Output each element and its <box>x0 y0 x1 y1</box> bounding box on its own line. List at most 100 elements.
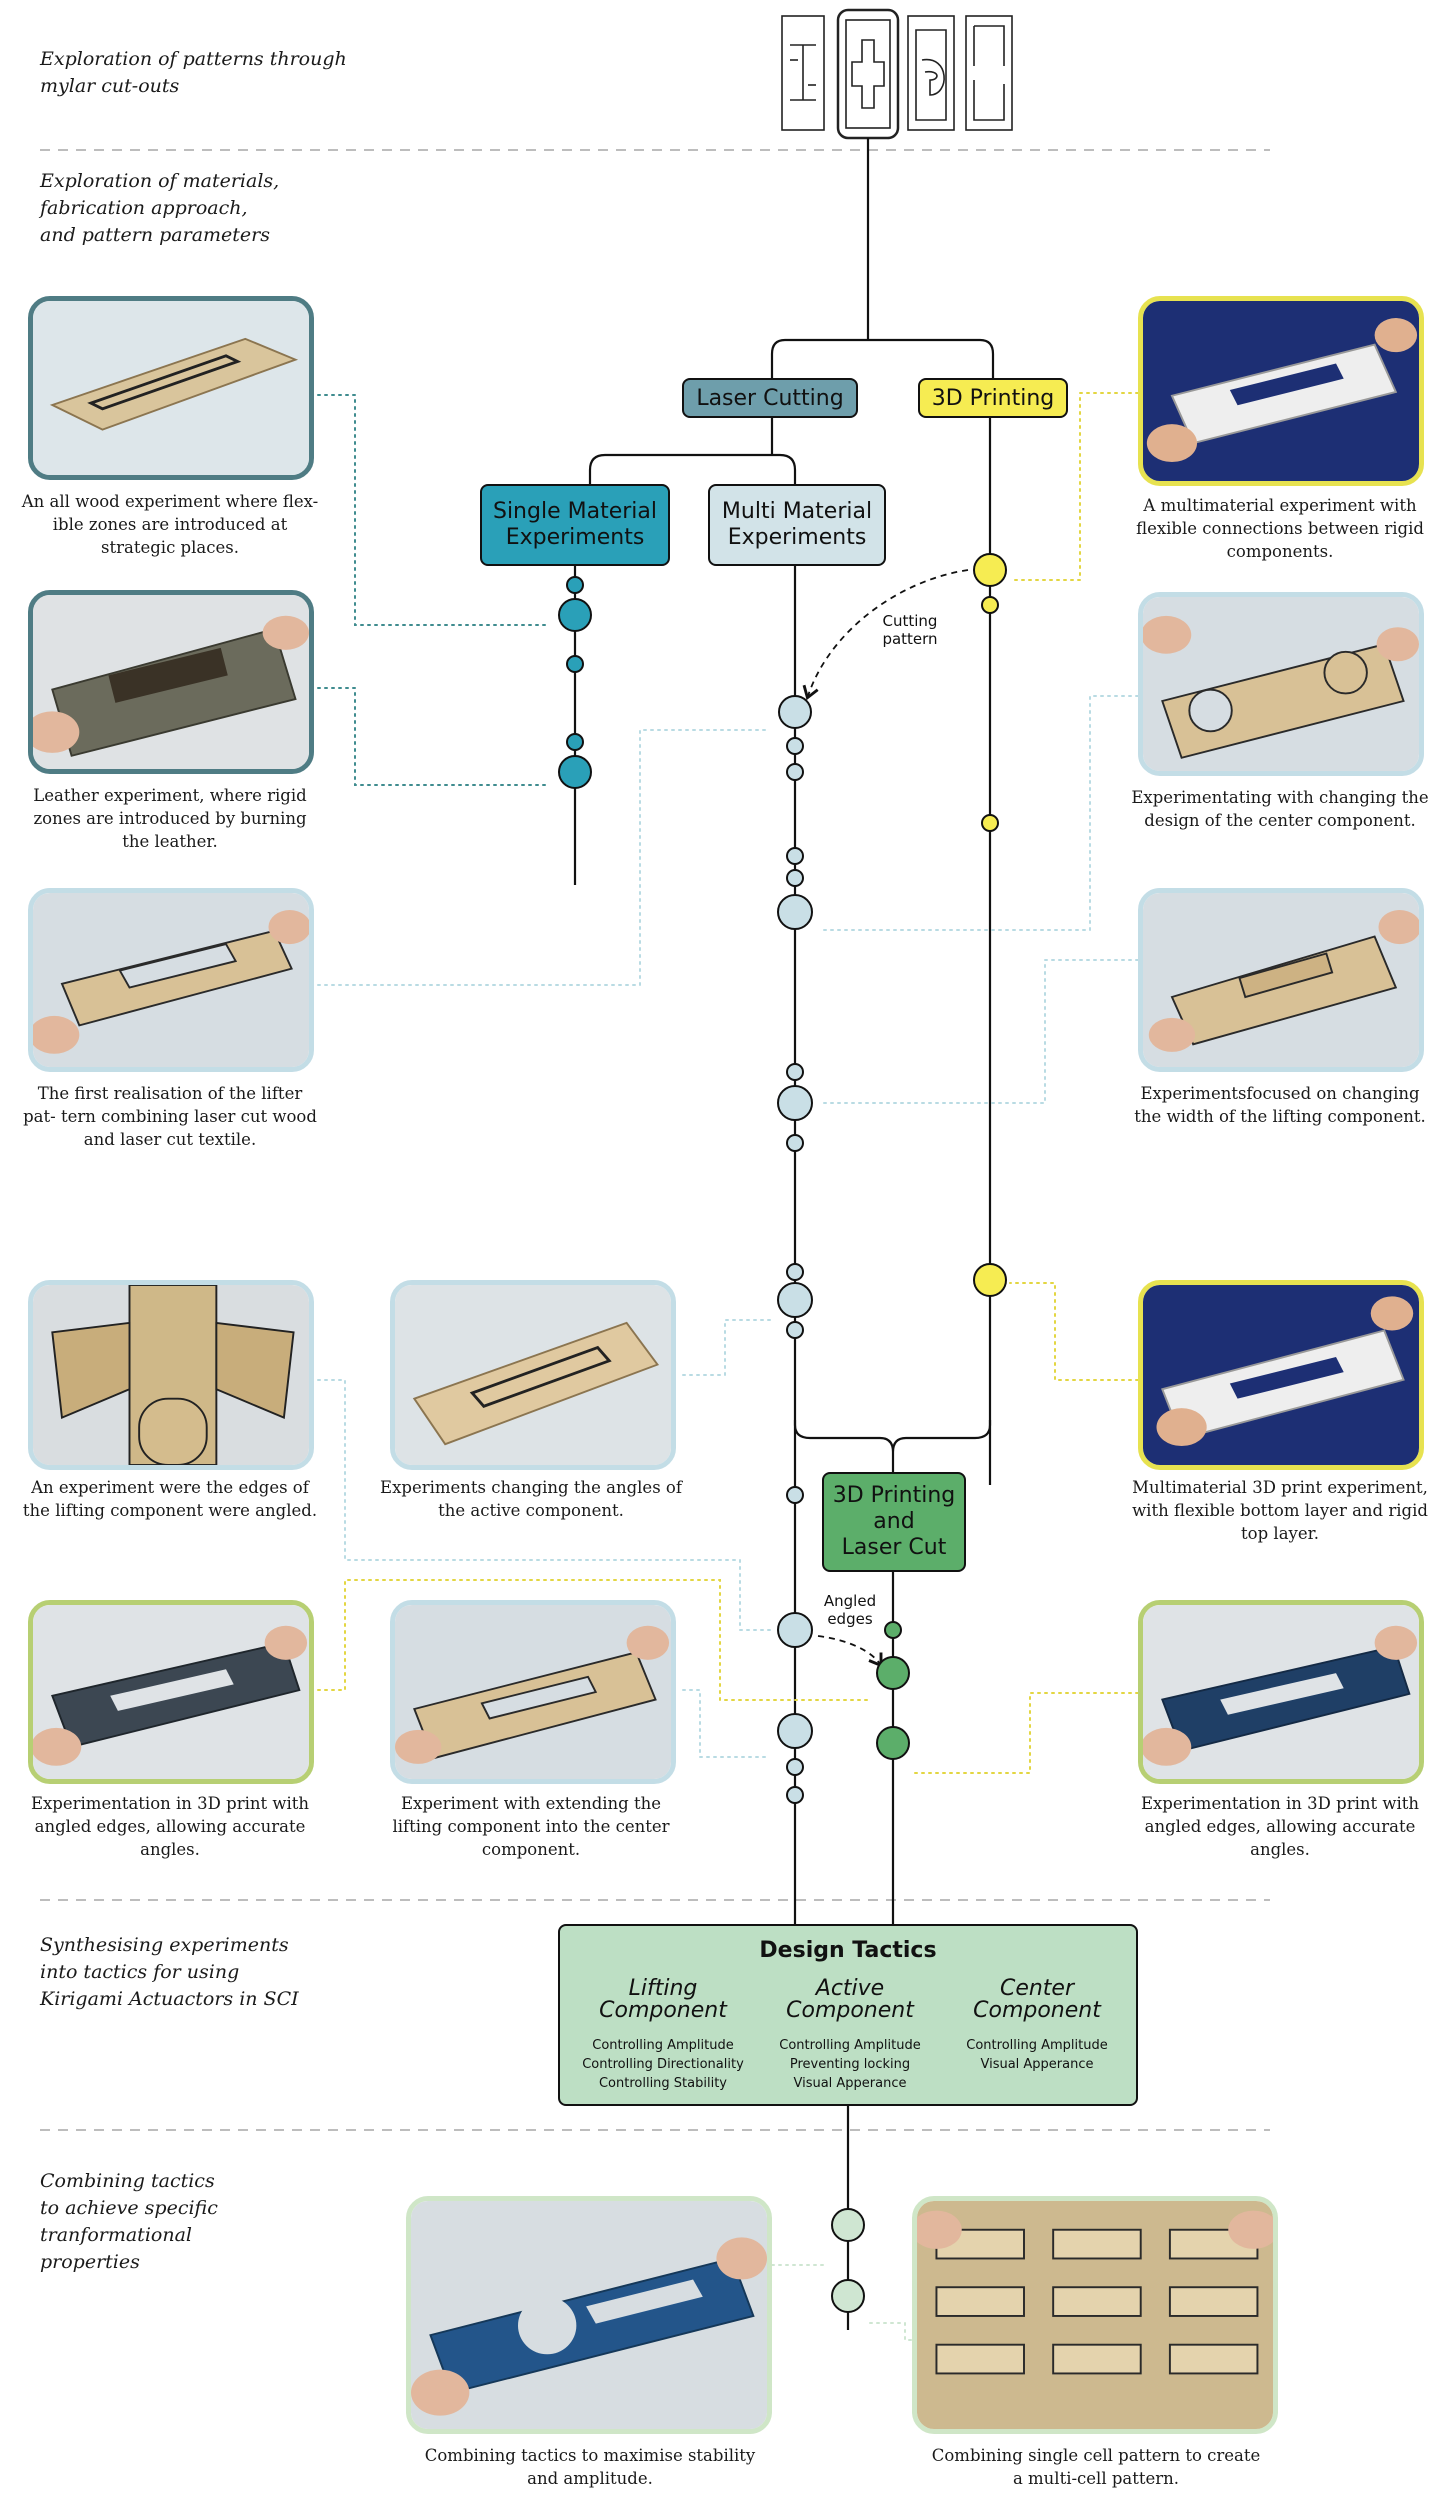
mylar-pattern-icons <box>781 8 1013 140</box>
dotted-connector <box>682 1689 771 1758</box>
dotted-connector <box>1009 392 1139 581</box>
caption: The first realisation of the lifter pat-… <box>23 1084 317 1149</box>
timeline-node <box>786 1263 804 1281</box>
dotted-connector <box>317 729 771 986</box>
timeline-node <box>786 847 804 865</box>
timeline-node <box>777 894 813 930</box>
photo-multimaterial-print <box>1138 1280 1424 1470</box>
caption: Combining tactics to maximise stability … <box>424 2446 756 2488</box>
tactic-item: Visual Apperance <box>793 2076 907 2091</box>
dotted-connector <box>317 1579 871 1701</box>
photo-extending-lifting <box>390 1600 676 1784</box>
tactic-item: Controlling Amplitude <box>966 2038 1108 2053</box>
dotted-connector <box>317 1379 771 1631</box>
timeline-node <box>786 1758 804 1776</box>
angled-edges-arrow <box>817 1635 883 1668</box>
timeline-node <box>973 1263 1007 1297</box>
design-tactics-title: Design Tactics <box>759 1938 937 1963</box>
photo-angled-edges-wood <box>28 1280 314 1470</box>
tactics-heading: Lifting Component <box>599 1976 727 2023</box>
dotted-connector <box>819 959 1139 1104</box>
photo-print-angled-right <box>1138 1600 1424 1784</box>
photo-center-component <box>1138 592 1424 776</box>
timeline-node <box>786 763 804 781</box>
laser-split-line <box>588 416 797 484</box>
angled-edges-label: Angled edges <box>823 1592 877 1628</box>
laser-cutting-node: Laser Cutting <box>682 378 858 418</box>
cutting-pattern-arrow <box>802 569 969 701</box>
tactics-column-active: Active Component Controlling Amplitude P… <box>755 1978 945 2093</box>
caption: Experimentating with changing the design… <box>1131 788 1429 830</box>
tactics-heading: Active Component <box>786 1976 914 2023</box>
timeline-node <box>777 1282 813 1318</box>
tactics-heading: Center Component <box>973 1976 1101 2023</box>
dotted-connector <box>317 687 546 786</box>
dotted-connector <box>869 2322 916 2341</box>
dotted-connector <box>1009 1282 1139 1381</box>
tactic-item: Controlling Directionality <box>582 2057 744 2072</box>
3d-printing-node: 3D Printing <box>918 378 1068 418</box>
tactic-item: Controlling Amplitude <box>592 2038 734 2053</box>
timeline-node <box>566 733 584 751</box>
trunk-line <box>770 138 995 378</box>
photo-width-lifting <box>1138 888 1424 1072</box>
caption: Experiments changing the angles of the a… <box>380 1478 682 1520</box>
photo-multimaterial <box>1138 296 1424 486</box>
caption: Combining single cell pattern to create … <box>931 2446 1261 2488</box>
photo-leather-experiment <box>28 590 314 774</box>
timeline-node <box>786 1134 804 1152</box>
cutting-pattern-label: Cutting pattern <box>882 612 938 648</box>
caption: Experimentsfocused on changing the width… <box>1134 1084 1426 1126</box>
section-title-synthesis: Synthesising experiments into tactics fo… <box>40 1934 299 2010</box>
timeline-nodes <box>558 553 1007 2313</box>
timeline-node <box>973 553 1007 587</box>
print-and-cut-node: 3D Printing and Laser Cut <box>822 1472 966 1572</box>
tactic-item: Visual Apperance <box>980 2057 1094 2072</box>
multi-material-node: Multi Material Experiments <box>708 484 886 566</box>
merge-line <box>793 1420 992 1472</box>
caption: A multimaterial experiment with flexible… <box>1136 496 1424 561</box>
timeline-node <box>884 1621 902 1639</box>
tactic-item: Preventing locking <box>789 2057 911 2072</box>
photo-multi-cell <box>912 2196 1278 2434</box>
timeline-node <box>831 2279 865 2313</box>
tactic-item: Controlling Stability <box>598 2076 728 2091</box>
caption: Experimentation in 3D print with angled … <box>30 1794 310 1859</box>
timeline-node <box>786 1786 804 1804</box>
timeline-node <box>778 695 812 729</box>
dotted-connector <box>914 1692 1139 1774</box>
timeline-node <box>831 2208 865 2242</box>
timeline-node <box>558 755 592 789</box>
caption: Experimentation in 3D print with angled … <box>1140 1794 1420 1859</box>
tactics-column-lifting: Lifting Component Controlling Amplitude … <box>568 1978 758 2093</box>
photo-first-lifter <box>28 888 314 1072</box>
section-title-patterns: Exploration of patterns through mylar cu… <box>40 48 347 97</box>
tactics-column-center: Center Component Controlling Amplitude V… <box>942 1978 1132 2074</box>
section-title-materials: Exploration of materials, fabrication ap… <box>40 170 280 246</box>
timeline-node <box>786 1063 804 1081</box>
timeline-node <box>981 596 999 614</box>
photo-print-angled-left <box>28 1600 314 1784</box>
photo-angles-active <box>390 1280 676 1470</box>
timeline-node <box>566 655 584 673</box>
caption: Experiment with extending the lifting co… <box>392 1794 670 1859</box>
caption: An all wood experiment where flex- ible … <box>21 492 319 557</box>
timeline-node <box>566 576 584 594</box>
timeline-node <box>558 598 592 632</box>
timeline-node <box>876 1726 910 1760</box>
timeline-node <box>786 869 804 887</box>
caption: Multimaterial 3D print experiment, with … <box>1132 1478 1428 1543</box>
single-material-node: Single Material Experiments <box>480 484 670 566</box>
tactic-item: Controlling Amplitude <box>779 2038 921 2053</box>
timeline-node <box>876 1656 910 1690</box>
photo-wood-experiment <box>28 296 314 480</box>
timeline-node <box>786 1486 804 1504</box>
caption: An experiment were the edges of the lift… <box>22 1478 318 1520</box>
photo-combining-tactics <box>406 2196 772 2434</box>
section-title-combining: Combining tactics to achieve specific tr… <box>40 2170 218 2273</box>
dotted-connector <box>819 695 1139 931</box>
timeline-node <box>786 737 804 755</box>
timeline-node <box>777 1085 813 1121</box>
